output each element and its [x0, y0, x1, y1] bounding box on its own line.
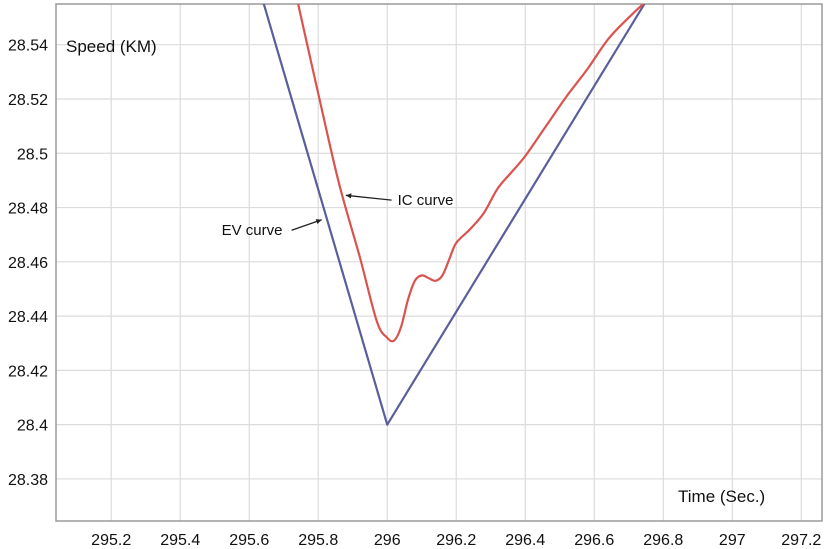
series-line-ic-curve	[297, 4, 645, 343]
annotation-layer: EV curve IC curve	[222, 192, 454, 239]
y-tick-label: 28.4	[17, 418, 48, 435]
x-tick-label: 296	[374, 532, 401, 549]
y-tick-label: 28.48	[8, 201, 48, 218]
y-tick-labels: 28.38 28.4 28.42 28.44 28.46 28.48 28.5 28.52 28…	[8, 38, 48, 489]
x-tick-label: 296.2	[436, 532, 476, 549]
annotation-label: EV curve	[222, 222, 283, 239]
x-tick-label: 297.2	[781, 532, 821, 549]
annotation-label: IC curve	[398, 192, 454, 209]
y-tick-label: 28.46	[8, 255, 48, 272]
x-tick-label: 296.4	[505, 532, 545, 549]
y-tick-label: 28.44	[8, 309, 48, 326]
x-tick-label: 297	[719, 532, 746, 549]
x-tick-label: 295.4	[160, 532, 200, 549]
x-tick-labels: 295.2 295.4 295.6 295.8 296 296.2 296.4 296.6 29…	[91, 532, 821, 549]
annotation-arrow-head	[315, 219, 322, 224]
y-tick-label: 28.5	[17, 146, 48, 163]
series-layer	[262, 4, 646, 426]
x-tick-label: 296.8	[643, 532, 683, 549]
annotation-arrow-line	[345, 194, 392, 201]
y-tick-label: 28.38	[8, 472, 48, 489]
x-axis-label: Time (Sec.)	[678, 487, 765, 506]
x-tick-label: 295.2	[91, 532, 131, 549]
y-tick-label: 28.42	[8, 363, 48, 380]
series-line-ev-curve	[262, 4, 646, 426]
y-tick-label: 28.52	[8, 92, 48, 109]
grid	[56, 4, 822, 521]
plot-frame	[55, 3, 823, 522]
x-tick-label: 295.8	[298, 532, 338, 549]
x-tick-label: 295.6	[229, 532, 269, 549]
plot-border	[55, 3, 823, 522]
x-tick-label: 296.6	[574, 532, 614, 549]
y-tick-label: 28.54	[8, 38, 48, 55]
y-axis-label: Speed (KM)	[66, 37, 157, 56]
annotation-arrow-head	[345, 193, 352, 199]
